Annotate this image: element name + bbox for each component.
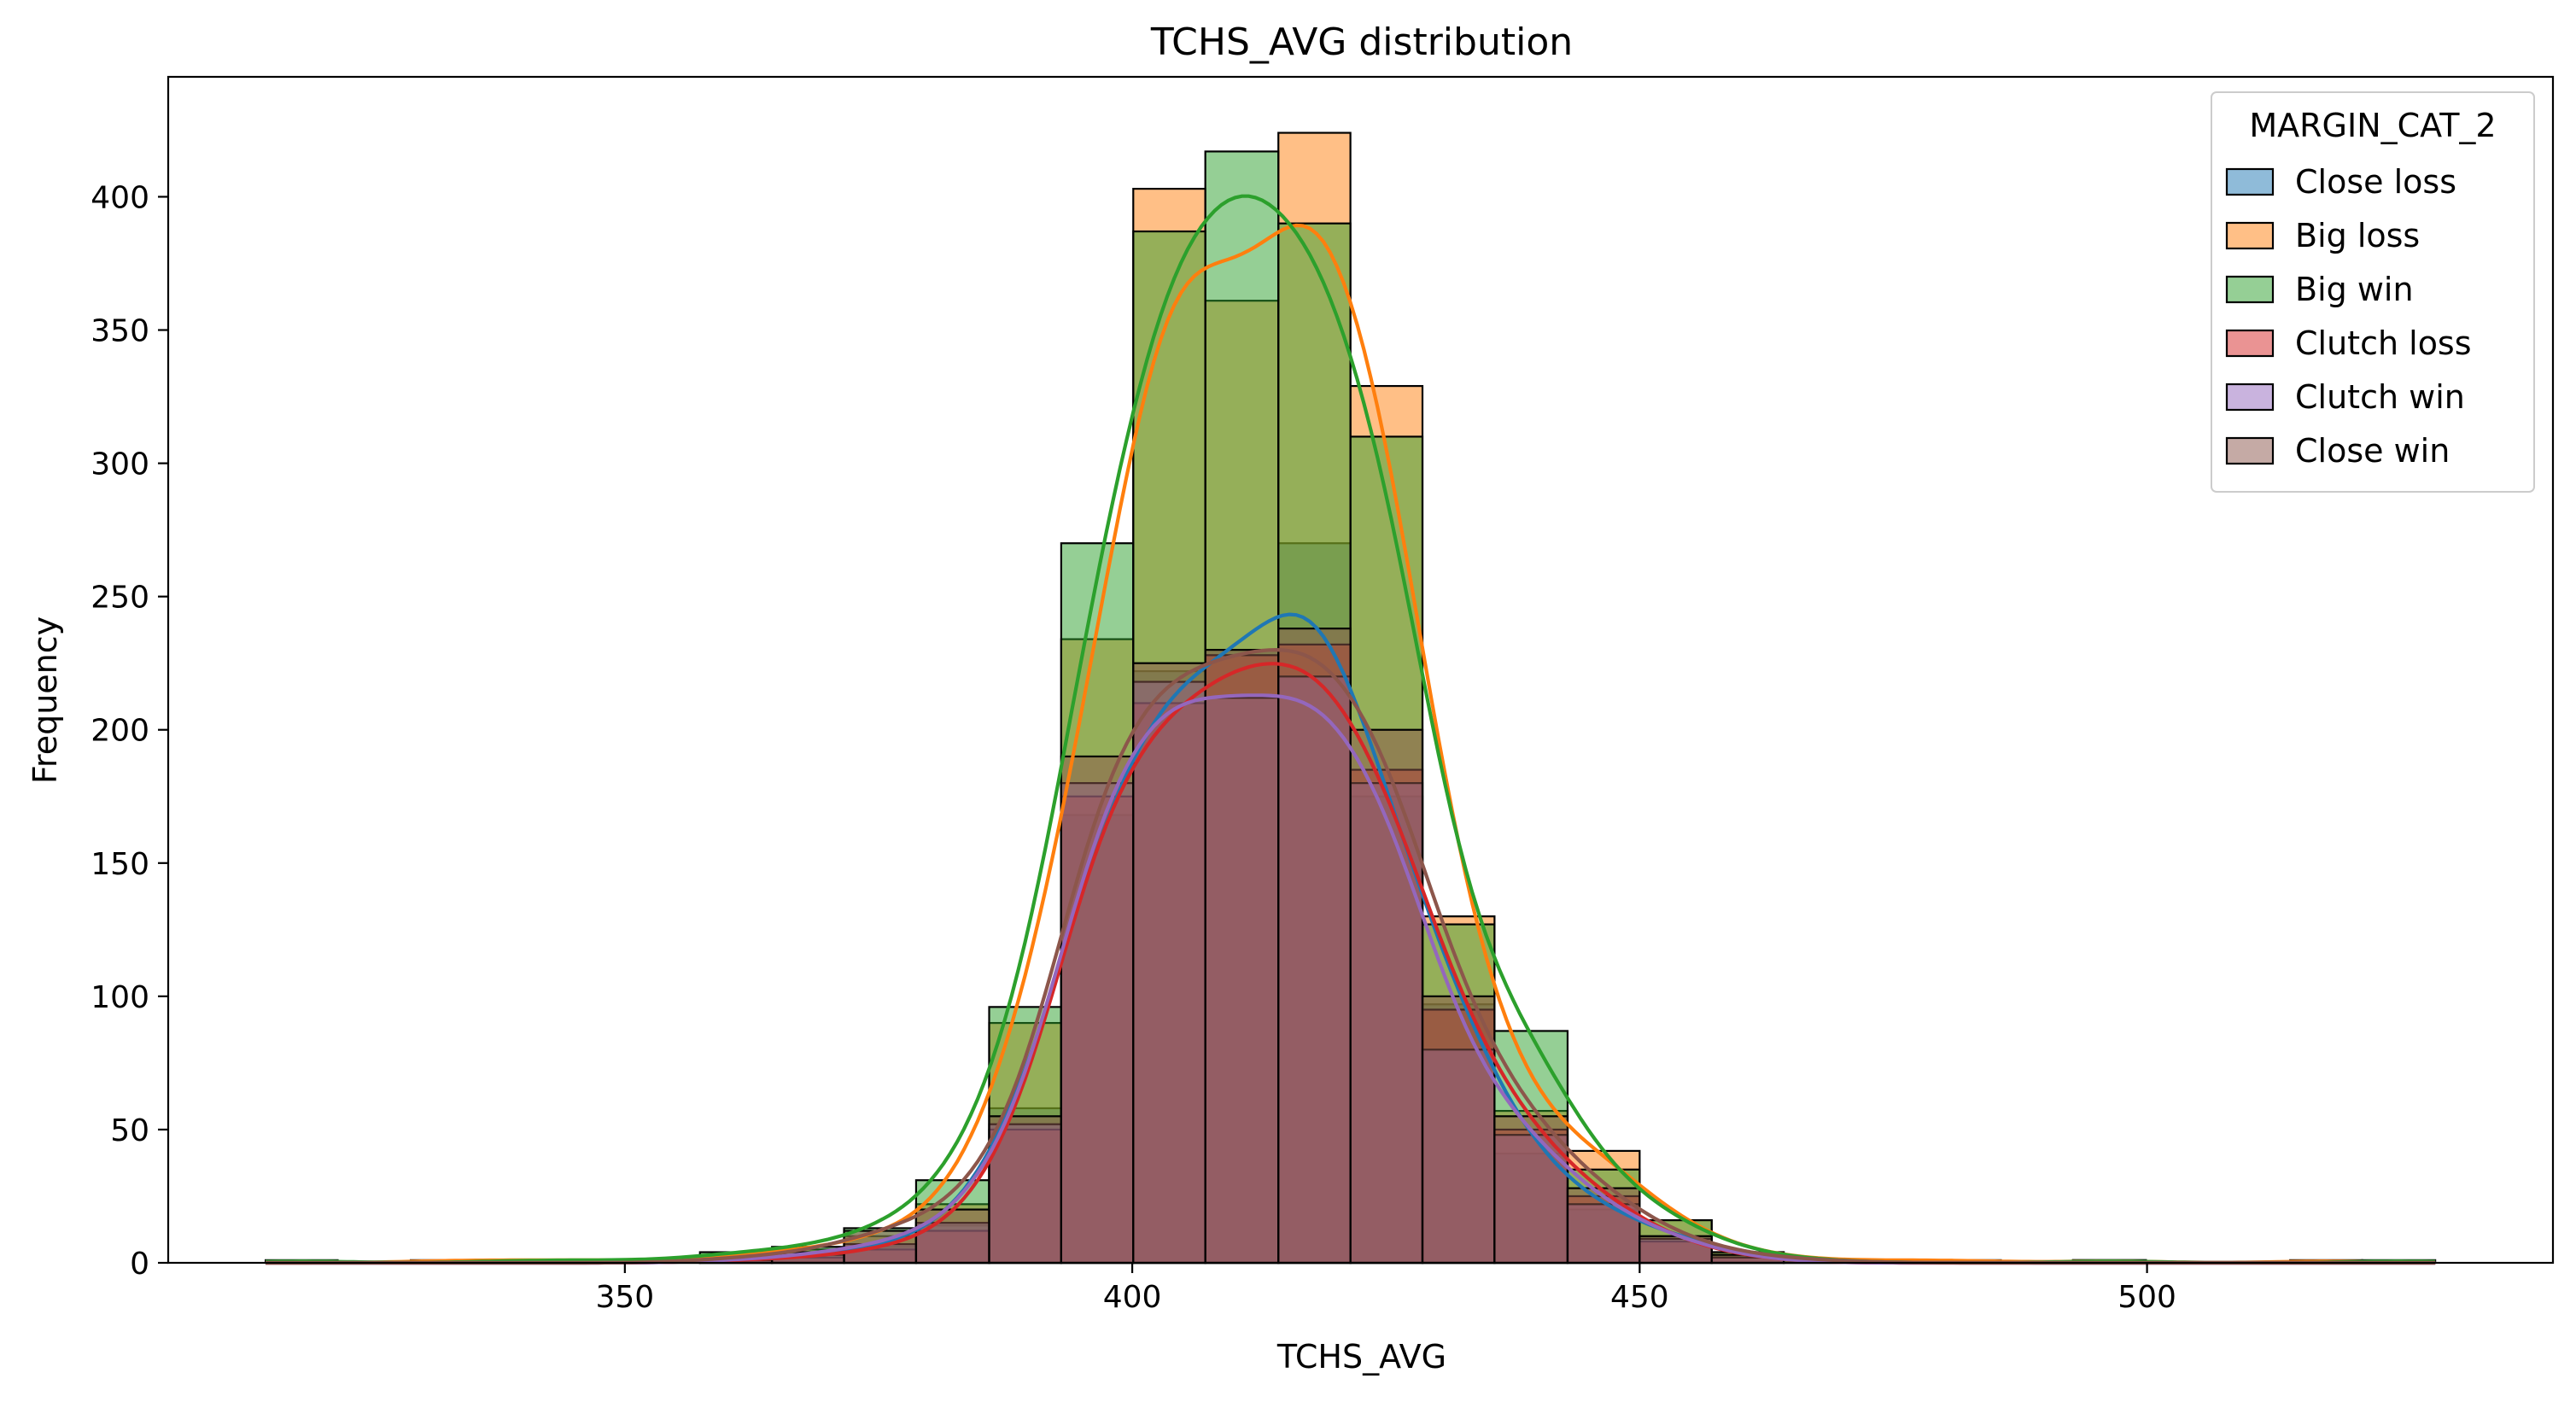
y-tick-label-3: 150 [91,847,149,882]
legend-entry-4: Clutch win [2295,378,2465,416]
series-bars-5 [698,628,1858,1265]
legend-entry-1: Big loss [2295,217,2420,254]
ticks-layer: 350 400 450 500 0 50 100 150 200 250 300 350 400 [91,180,2176,1315]
legend-entry-0: Close loss [2295,163,2456,201]
legend: MARGIN_CAT_2 Close loss Big loss Big win Clu… [2211,91,2535,493]
y-tick-label-4: 200 [91,714,149,749]
legend-swatch-1 [2225,221,2275,250]
legend-swatch-5 [2225,436,2275,465]
bar-5-15 [1349,728,1424,1265]
y-tick-label-0: 0 [130,1247,149,1282]
legend-swatch-2 [2225,275,2275,304]
legend-box [2211,91,2535,493]
bar-5-18 [1566,1187,1641,1265]
x-axis-label: TCHS_AVG [1276,1338,1446,1376]
legend-entry-3: Clutch loss [2295,324,2472,362]
plot-frame [166,75,2555,1265]
y-tick-label-7: 350 [91,314,149,349]
x-tick-label-2: 450 [1610,1280,1669,1315]
chart-title: TCHS_AVG distribution [1150,20,1573,64]
legend-entry-5: Close win [2295,432,2450,470]
legend-swatch-0 [2225,167,2275,196]
x-tick-label-3: 500 [2117,1280,2176,1315]
y-tick-label-6: 300 [91,447,149,482]
x-tick-label-1: 400 [1103,1280,1162,1315]
y-tick-label-2: 100 [91,980,149,1015]
y-tick-label-1: 50 [110,1113,149,1148]
legend-swatch-4 [2225,383,2275,412]
bar-5-14 [1277,628,1352,1265]
bar-5-13 [1204,648,1280,1265]
x-tick-label-0: 350 [595,1280,654,1315]
bar-5-12 [1132,662,1206,1265]
bar-5-9 [914,1208,990,1265]
y-axis-label: Frequency [26,616,64,784]
y-tick-label-5: 250 [91,581,149,616]
y-tick-label-8: 400 [91,180,149,215]
legend-swatch-3 [2225,329,2275,358]
legend-entry-2: Big win [2295,271,2414,308]
legend-title: MARGIN_CAT_2 [2249,107,2496,144]
